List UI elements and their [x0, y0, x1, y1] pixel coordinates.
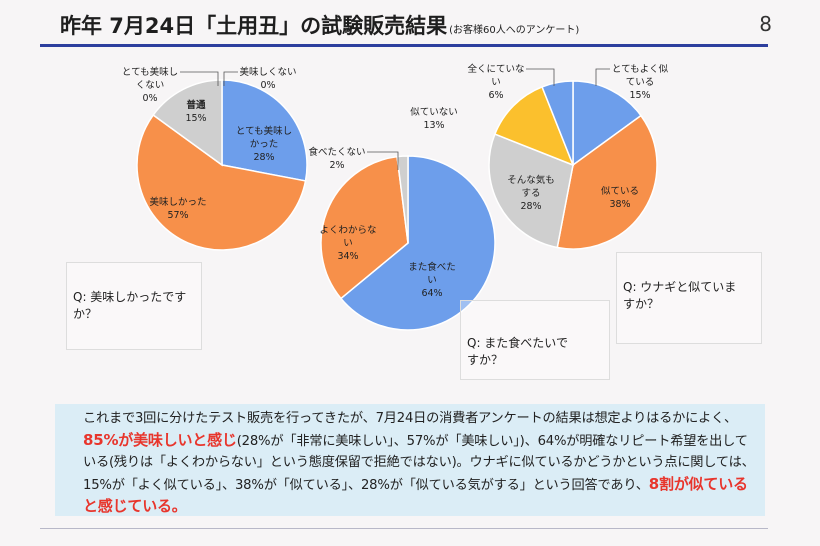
pie-label-2-3: 似ていない 13% — [410, 107, 458, 131]
question-taste-line1: Q: 美味しかったです — [73, 290, 187, 304]
question-box-eel: Q: ウナギと似ていま すか？ — [616, 252, 762, 344]
page-number: 8 — [759, 12, 772, 36]
pie-slice-2-3 — [493, 85, 575, 167]
pie-labels: とても美味しかった 28% 美味しかった 57% 普通 15% とても美味しくない 0% 美味し… — [122, 63, 669, 299]
pie-slice-2-4 — [541, 80, 574, 166]
pie-leader-2-0 — [595, 68, 610, 86]
question-box-repeat: Q: また食べたいで すか？ — [460, 300, 610, 380]
question-repeat-line2: すか？ — [467, 353, 504, 367]
pie-label-1-1: よくわからない 34% — [319, 225, 376, 262]
pie-chart-repeat — [320, 155, 496, 331]
pie-label-1-0: また食べたい 64% — [408, 261, 456, 299]
pie-slice-2-0 — [572, 80, 643, 167]
summary-highlight-85: 85%が美味しいと感じ — [83, 430, 237, 449]
pie-slice-1-0 — [339, 155, 496, 331]
pie-slice-1-1 — [320, 155, 409, 300]
title-subtitle: (お客様60人へのアンケート) — [449, 25, 580, 36]
summary-highlight-80: 8割が似ていると感じている。 — [83, 474, 748, 516]
pie-label-2-1: 似ている 38% — [601, 186, 639, 210]
pie-label-0-2: 普通 15% — [185, 99, 206, 124]
pie-label-0-3: とても美味しくない 0% — [122, 66, 178, 104]
pie-chart-eel-similarity — [488, 80, 658, 250]
question-eel-line1: Q: ウナギと似ていま — [623, 280, 737, 294]
title-text: 昨年 7月24日「土用丑」の試験販売結果 — [60, 14, 448, 38]
pie-label-2-4: 全くにていない 6% — [467, 63, 524, 101]
pie-slice-0-0 — [221, 79, 308, 182]
summary-text-2: (28%が「非常に美味しい」、57%が「美味しい」)、64%が明確なリピート希望… — [83, 433, 755, 493]
pie-label-0-1: 美味しかった 57% — [149, 196, 206, 221]
question-eel-line2: すか？ — [623, 297, 660, 311]
pie-label-0-0: とても美味しかった 28% — [236, 125, 292, 163]
pie-slice-2-1 — [556, 114, 658, 250]
pie-leader-2-4 — [526, 68, 555, 86]
title-divider — [40, 44, 768, 47]
pie-label-1-2: 食べたくない 2% — [308, 146, 365, 171]
question-repeat-line1: Q: また食べたいで — [467, 336, 568, 350]
page-title: 昨年 7月24日「土用丑」の試験販売結果 (お客様60人へのアンケート) — [60, 10, 579, 40]
pie-slice-2-2 — [488, 133, 574, 249]
question-taste-line2: か？ — [73, 307, 98, 321]
pie-leader-0-4 — [223, 71, 238, 86]
pie-label-2-2: そんな気もする 28% — [507, 174, 555, 212]
pie-slice-0-1 — [136, 113, 307, 251]
pie-leader-0-3 — [180, 71, 219, 86]
pie-slice-1-2 — [396, 155, 409, 244]
summary-box: これまで3回に分けたテスト販売を行ってきたが、7月24日の消費者アンケートの結果… — [55, 404, 765, 516]
pie-leader-1-2 — [367, 151, 399, 170]
bottom-divider — [40, 528, 768, 529]
pie-label-2-0: とてもよく似ている 15% — [612, 64, 669, 101]
pie-label-0-4: 美味しくない 0% — [239, 66, 296, 91]
question-box-taste: Q: 美味しかったです か？ — [66, 262, 202, 350]
pie-chart-taste — [136, 79, 308, 251]
pie-charts: とても美味しかった 28% 美味しかった 57% 普通 15% とても美味しくない 0% 美味し… — [122, 63, 669, 331]
summary-text-1: これまで3回に分けたテスト販売を行ってきたが、7月24日の消費者アンケートの結果… — [83, 411, 738, 426]
